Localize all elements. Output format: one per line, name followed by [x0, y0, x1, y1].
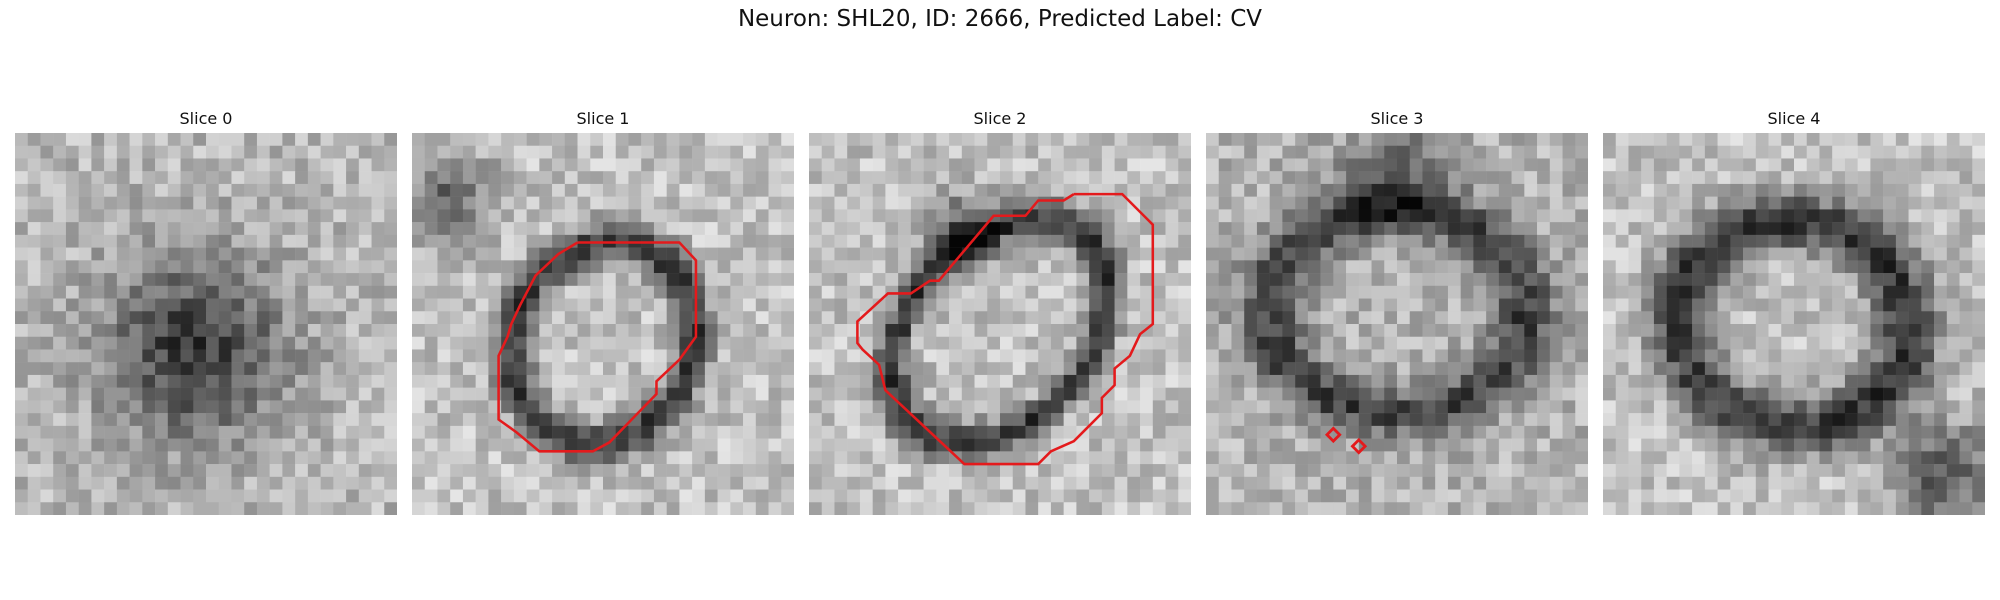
slice-image-0	[15, 133, 397, 515]
slice-panel-0: Slice 0	[15, 109, 397, 515]
slice-panel-4: Slice 4	[1603, 109, 1985, 515]
cell-contour	[1324, 426, 1342, 444]
cell-contour	[1350, 437, 1368, 455]
slice-pixels-2	[809, 133, 1191, 515]
slice-title-4: Slice 4	[1767, 109, 1821, 128]
slice-pixels-3	[1206, 133, 1588, 515]
slice-pixels-4	[1603, 133, 1985, 515]
slice-title-3: Slice 3	[1370, 109, 1424, 128]
slice-image-3	[1206, 133, 1588, 515]
cell-contour	[497, 241, 698, 453]
slice-panel-1: Slice 1	[412, 109, 794, 515]
slice-panel-3: Slice 3	[1206, 109, 1588, 515]
cell-contour	[856, 192, 1155, 466]
slice-pixels-0	[15, 133, 397, 515]
slice-image-4	[1603, 133, 1985, 515]
slice-image-2	[809, 133, 1191, 515]
slice-title-1: Slice 1	[576, 109, 630, 128]
figure-title: Neuron: SHL20, ID: 2666, Predicted Label…	[737, 6, 1263, 32]
slice-pixels-1	[412, 133, 794, 515]
slice-image-1	[412, 133, 794, 515]
slice-panel-2: Slice 2	[809, 109, 1191, 515]
slice-title-2: Slice 2	[973, 109, 1027, 128]
slice-title-0: Slice 0	[179, 109, 233, 128]
